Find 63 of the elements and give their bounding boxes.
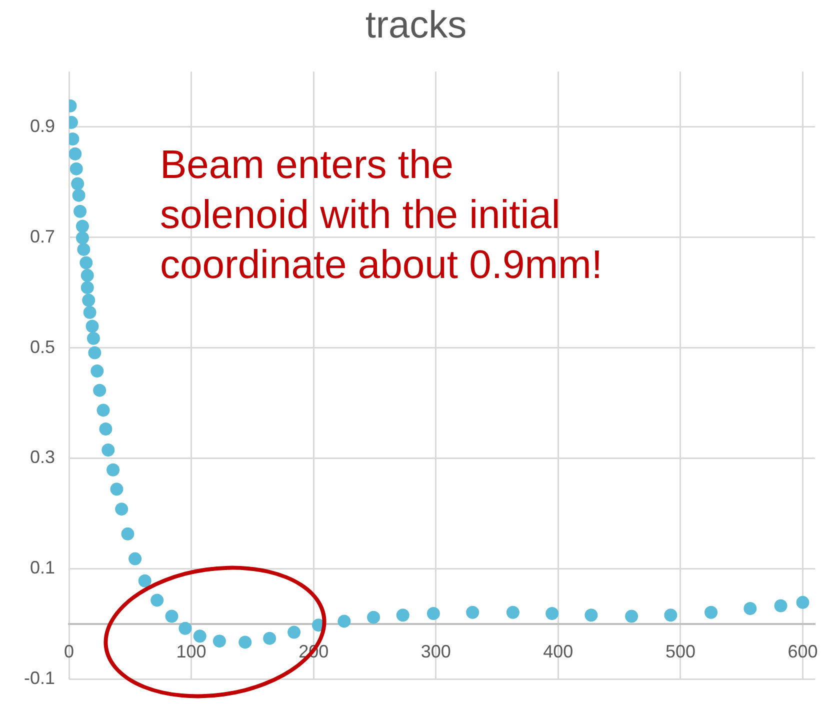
point <box>178 622 192 635</box>
x-tick-label: 0 <box>64 642 74 662</box>
point <box>625 610 638 623</box>
point <box>71 177 84 190</box>
point <box>584 608 598 622</box>
point <box>466 606 480 619</box>
point <box>74 204 87 218</box>
y-tick-label: 0.3 <box>30 447 56 468</box>
point <box>396 608 410 622</box>
point <box>664 608 678 622</box>
point <box>110 482 124 496</box>
point <box>128 552 142 566</box>
point <box>82 294 96 307</box>
point <box>121 527 134 540</box>
point <box>70 162 83 176</box>
point <box>193 630 206 643</box>
point <box>80 256 93 270</box>
point <box>238 636 252 649</box>
y-tick-label: 0.1 <box>30 558 56 578</box>
point <box>338 614 351 628</box>
point <box>367 610 380 624</box>
point <box>69 147 82 160</box>
point <box>72 188 86 202</box>
chart-title: tracks <box>365 4 467 46</box>
point <box>506 606 520 619</box>
point <box>93 384 106 397</box>
point <box>77 242 90 256</box>
point <box>426 606 440 620</box>
point <box>76 231 89 244</box>
point <box>115 502 128 516</box>
point <box>138 574 152 588</box>
annotation: Beam enters the solenoid with the initial coordinate about 0.9mm! <box>160 142 602 289</box>
x-tick-label: 300 <box>420 642 451 662</box>
x-tick-label: 500 <box>665 642 696 662</box>
y-tick-label: 0.5 <box>30 336 56 357</box>
x-tick-label: 100 <box>176 642 206 662</box>
point <box>744 602 757 615</box>
point <box>90 364 104 378</box>
y-tick-label: -0.1 <box>24 668 56 688</box>
point <box>99 422 112 436</box>
point <box>76 220 89 233</box>
point <box>704 606 718 619</box>
point <box>150 594 164 607</box>
point <box>96 404 110 417</box>
point <box>263 632 276 645</box>
point <box>88 346 102 360</box>
point <box>774 599 788 612</box>
y-tick-label: 0.9 <box>30 116 56 136</box>
point <box>83 306 96 319</box>
point <box>80 268 94 282</box>
point <box>165 610 178 623</box>
point <box>288 626 301 639</box>
point <box>546 606 559 620</box>
point <box>80 281 94 294</box>
point <box>86 332 100 345</box>
x-tick-label: 400 <box>543 642 574 662</box>
point <box>796 596 810 609</box>
point <box>106 463 120 476</box>
point <box>86 320 99 333</box>
y-tick-label: 0.7 <box>30 226 56 246</box>
x-tick-label: 600 <box>788 642 818 662</box>
point <box>102 443 115 456</box>
point <box>212 634 226 648</box>
